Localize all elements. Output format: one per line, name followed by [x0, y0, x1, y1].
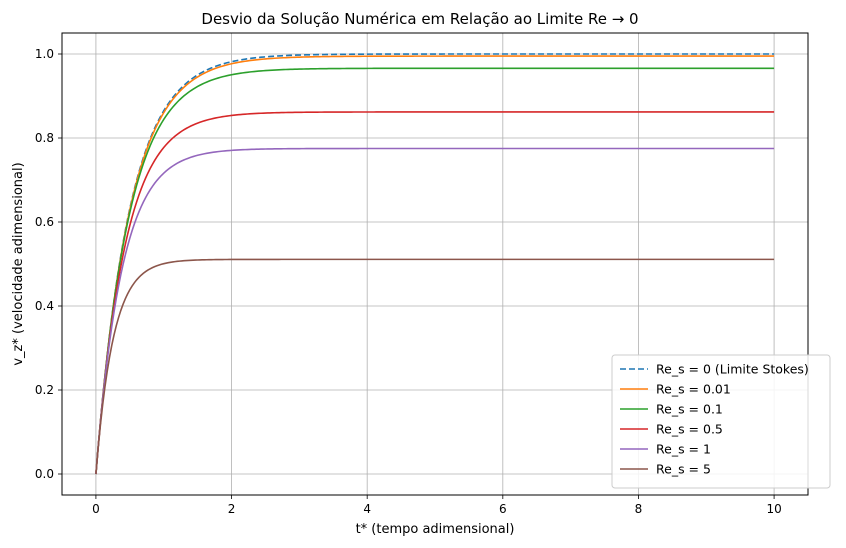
x-tick-label: 6	[499, 502, 507, 516]
x-axis-label: t* (tempo adimensional)	[356, 522, 515, 537]
y-axis-label: v_z* (velocidade adimensional)	[11, 162, 26, 365]
y-tick-label: 0.4	[35, 299, 54, 313]
x-tick-label: 4	[363, 502, 371, 516]
x-tick-label: 2	[228, 502, 236, 516]
series-line	[95, 111, 775, 475]
y-tick-label: 1.0	[35, 47, 54, 61]
legend-label: Re_s = 0.1	[656, 402, 723, 417]
series-line	[95, 53, 775, 475]
series-line	[95, 55, 775, 475]
x-axis-ticks: 0 2 4 6 8 10	[92, 495, 782, 516]
y-tick-label: 0.0	[35, 467, 54, 481]
grid	[62, 33, 808, 495]
chart-title: Desvio da Solução Numérica em Relação ao…	[201, 10, 638, 28]
series-line	[95, 258, 775, 475]
x-tick-label: 0	[92, 502, 100, 516]
y-axis-ticks: 0.0 0.2 0.4 0.6 0.8 1.0	[35, 47, 62, 481]
series-lines	[95, 53, 775, 475]
legend-label: Re_s = 1	[656, 442, 711, 457]
legend-label: Re_s = 0.01	[656, 382, 731, 397]
y-tick-label: 0.8	[35, 131, 54, 145]
y-tick-label: 0.6	[35, 215, 54, 229]
legend-box	[611, 354, 831, 489]
legend-label: Re_s = 0 (Limite Stokes)	[656, 362, 809, 377]
legend: Re_s = 0 (Limite Stokes) Re_s = 0.01 Re_s …	[611, 354, 831, 489]
y-tick-label: 0.2	[35, 383, 54, 397]
x-tick-label: 8	[635, 502, 643, 516]
legend-label: Re_s = 5	[656, 462, 711, 477]
series-line	[95, 67, 775, 475]
plot-frame	[61, 32, 809, 496]
legend-label: Re_s = 0.5	[656, 422, 723, 437]
x-tick-label: 10	[766, 502, 781, 516]
series-line	[95, 147, 775, 475]
